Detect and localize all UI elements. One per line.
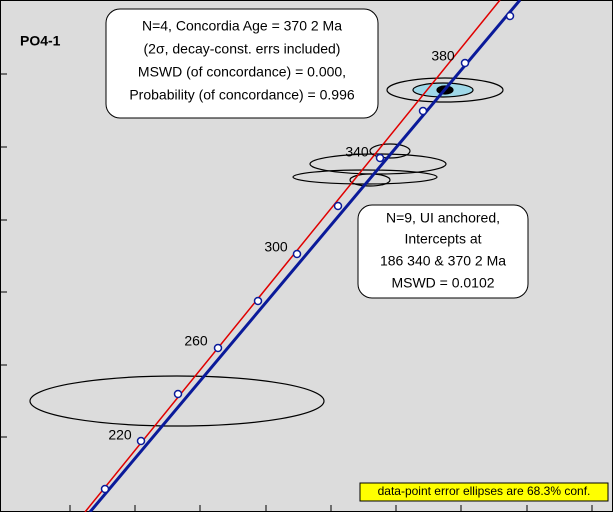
concordia-age-marks bbox=[100, 11, 515, 494]
box-line: (2σ, decay-const. errs included) bbox=[144, 41, 341, 57]
box-line: MSWD (of concordance) = 0.000, bbox=[138, 64, 346, 80]
box-line: 186 340 & 370 2 Ma bbox=[380, 253, 506, 269]
age-label: 220 bbox=[108, 427, 132, 443]
chart-title: PO4-1 bbox=[20, 33, 61, 49]
note: data-point error ellipses are 68.3% conf… bbox=[378, 484, 591, 498]
concordia-box bbox=[105, 8, 379, 119]
intercept-box bbox=[357, 204, 529, 299]
box-line: MSWD = 0.0102 bbox=[391, 275, 494, 291]
age-label: 340 bbox=[345, 144, 369, 160]
concordia-curve bbox=[88, 0, 522, 513]
box-line: Probability (of concordance) = 0.996 bbox=[129, 87, 355, 103]
age-label: 300 bbox=[264, 239, 288, 255]
ticks bbox=[0, 73, 593, 512]
age-label: 380 bbox=[431, 48, 455, 64]
note-box bbox=[359, 482, 609, 502]
box-line: Intercepts at bbox=[404, 231, 481, 247]
age-label: 260 bbox=[184, 333, 208, 349]
box-line: N=4, Concordia Age = 370 2 Ma bbox=[142, 18, 342, 34]
discordia-line bbox=[84, 0, 501, 513]
box-line: N=9, UI anchored, bbox=[386, 210, 500, 226]
